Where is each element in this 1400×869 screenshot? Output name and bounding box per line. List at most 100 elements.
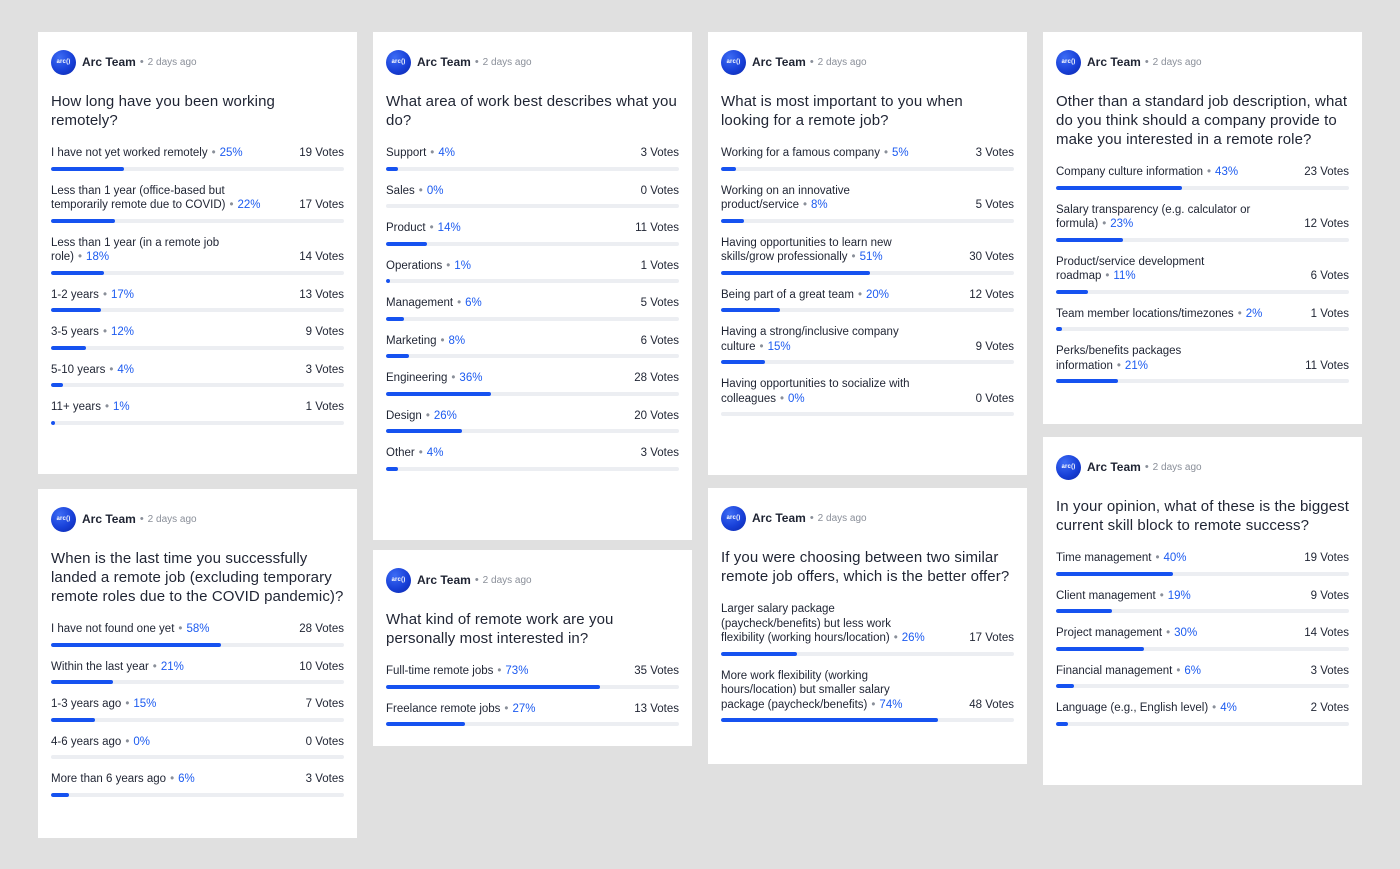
arc-logo-icon[interactable]: arc() [386,49,411,75]
option-label: Time management [1056,552,1152,564]
poll-option[interactable]: More than 6 years ago • 6% 3 Votes [51,772,344,810]
poll-option[interactable]: Engineering • 36% 28 Votes [386,371,679,409]
option-votes: 5 Votes [640,297,679,309]
poll-option[interactable]: Less than 1 year (in a remote job role) •… [51,236,344,288]
poll-option[interactable]: Project management • 30% 14 Votes [1056,626,1349,664]
poll-option[interactable]: Support • 4% 3 Votes [386,146,679,184]
progress-track [1056,185,1349,190]
option-votes: 12 Votes [969,288,1014,301]
poll-option[interactable]: Having a strong/inclusive company cultur… [721,325,1014,377]
poll-option[interactable]: Having opportunities to socialize with c… [721,377,1014,429]
poll-option[interactable]: 1-3 years ago • 15% 7 Votes [51,697,344,735]
option-percent: 23% [1110,218,1134,230]
poll-option[interactable]: Working for a famous company • 5% 3 Votes [721,146,1014,184]
option-percent: 19% [1167,589,1191,602]
option-row: Within the last year • 21% 10 Votes [51,660,344,675]
author-name[interactable]: Arc Team [1087,55,1141,69]
author-name[interactable]: Arc Team [752,511,806,525]
post-time: 2 days ago [147,513,197,525]
poll-option[interactable]: Client management • 19% 9 Votes [1056,589,1349,627]
author-name[interactable]: Arc Team [1087,460,1141,474]
author-name[interactable]: Arc Team [752,55,806,69]
option-row: Management • 6% 5 Votes [386,296,679,311]
option-text: 11+ years • 1% [51,400,130,415]
poll-option[interactable]: Full-time remote jobs • 73% 35 Votes [386,664,679,702]
poll-option[interactable]: 11+ years • 1% 1 Votes [51,400,344,438]
option-text: Larger salary package (paycheck/benefits… [721,602,931,646]
progress-fill [721,308,780,312]
option-text: More than 6 years ago • 6% [51,772,195,787]
poll-option[interactable]: Financial management • 6% 3 Votes [1056,664,1349,702]
option-row: Less than 1 year (in a remote job role) •… [51,236,344,265]
option-label: Sales [386,184,415,197]
progress-track [51,383,344,387]
arc-logo-icon[interactable]: arc() [1056,49,1081,75]
progress-track [1056,721,1349,726]
poll-option[interactable]: Product • 14% 11 Votes [386,221,679,259]
poll-option[interactable]: Freelance remote jobs • 27% 13 Votes [386,702,679,740]
option-percent: 36% [459,372,483,384]
option-percent: 26% [901,632,925,644]
poll-option[interactable]: Team member locations/timezones • 2% 1 Vote… [1056,307,1349,345]
progress-track [1056,609,1349,613]
progress-track [51,166,344,171]
separator-dot: • [229,199,234,211]
poll-option[interactable]: Management • 6% 5 Votes [386,296,679,334]
poll-question: Other than a standard job description, w… [1056,93,1348,148]
poll-option[interactable]: Other • 4% 3 Votes [386,446,679,484]
author-name[interactable]: Arc Team [417,55,471,69]
poll-option[interactable]: Working on an innovative product/service… [721,184,1014,236]
poll-option[interactable]: 3-5 years • 12% 9 Votes [51,325,344,363]
poll-option[interactable]: Operations • 1% 1 Votes [386,259,679,297]
arc-logo-icon[interactable]: arc() [721,505,746,531]
poll-card: arc() Arc Team • 2 days ago How long hav… [38,32,357,474]
poll-option[interactable]: I have not found one yet • 58% 28 Votes [51,622,344,660]
poll-option[interactable]: 1-2 years • 17% 13 Votes [51,288,344,326]
option-percent: 17% [110,288,134,301]
author-name[interactable]: Arc Team [82,55,136,69]
poll-option[interactable]: Marketing • 8% 6 Votes [386,334,679,372]
progress-fill [51,792,69,797]
progress-track [386,204,679,208]
poll-question: When is the last time you successfully l… [51,550,344,605]
arc-logo-icon[interactable]: arc() [1056,454,1081,480]
arc-logo-icon[interactable]: arc() [721,49,746,75]
poll-option[interactable]: Salary transparency (e.g. calculator or … [1056,203,1349,255]
poll-option[interactable]: Company culture information • 43% 23 Votes [1056,165,1349,203]
option-percent: 15% [133,698,157,710]
progress-track [386,684,679,689]
option-text: Time management • 40% [1056,551,1187,566]
author-name[interactable]: Arc Team [82,512,136,526]
poll-question: In your opinion, what of these is the bi… [1056,498,1350,534]
poll-option[interactable]: 5-10 years • 4% 3 Votes [51,363,344,401]
option-percent: 6% [1184,664,1201,677]
poll-option[interactable]: Larger salary package (paycheck/benefits… [721,602,1014,669]
poll-option[interactable]: Product/service development roadmap • 11% 6… [1056,255,1349,307]
option-votes: 3 Votes [640,147,679,159]
poll-option[interactable]: 4-6 years ago • 0% 0 Votes [51,735,344,773]
poll-option[interactable]: Within the last year • 21% 10 Votes [51,660,344,698]
progress-track [51,642,344,647]
poll-option[interactable]: Design • 26% 20 Votes [386,409,679,447]
option-label: Marketing [386,334,437,347]
poll-option[interactable]: Sales • 0% 0 Votes [386,184,679,222]
option-row: Salary transparency (e.g. calculator or … [1056,203,1349,232]
poll-option[interactable]: Less than 1 year (office-based but tempo… [51,184,344,236]
poll-option[interactable]: Time management • 40% 19 Votes [1056,551,1349,589]
author-name[interactable]: Arc Team [417,573,471,587]
poll-option[interactable]: Having opportunities to learn new skills… [721,236,1014,288]
option-label: Freelance remote jobs [386,702,501,715]
poll-option[interactable]: Being part of a great team • 20% 12 Votes [721,288,1014,326]
post-time: 2 days ago [482,56,532,68]
arc-logo-icon[interactable]: arc() [51,49,76,75]
poll-option[interactable]: Language (e.g., English level) • 4% 2 Votes [1056,701,1349,739]
option-row: Language (e.g., English level) • 4% 2 Votes [1056,701,1349,716]
poll-option[interactable]: More work flexibility (working hours/loc… [721,669,1014,736]
poll-option[interactable]: Perks/benefits packages information • 21% 1… [1056,344,1349,396]
poll-option[interactable]: I have not yet worked remotely • 25% 19 Vot… [51,146,344,184]
arc-logo-icon[interactable]: arc() [386,567,411,593]
arc-logo-icon[interactable]: arc() [51,506,76,532]
separator-dot: • [802,199,808,211]
option-votes: 1 Votes [305,401,344,413]
option-votes: 12 Votes [1304,218,1349,230]
